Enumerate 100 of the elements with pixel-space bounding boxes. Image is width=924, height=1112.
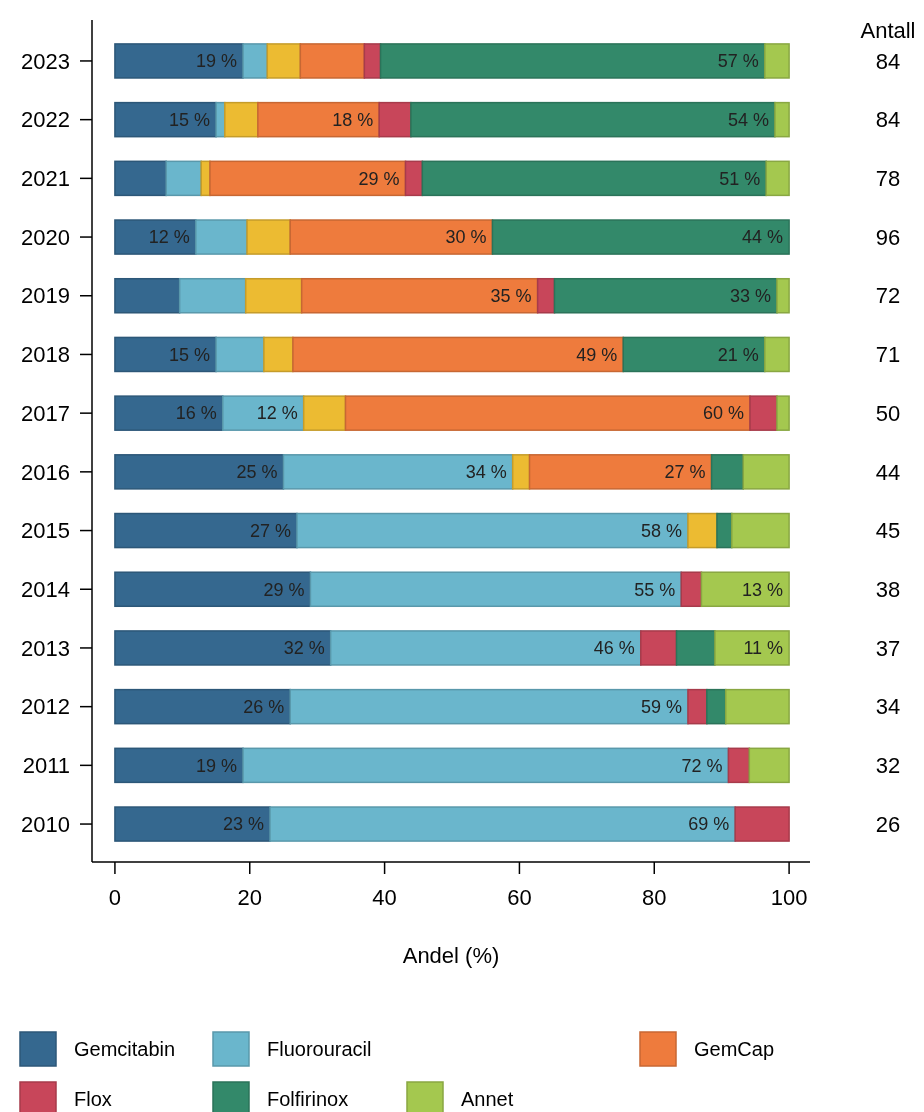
- legend-label: Flox: [74, 1088, 112, 1110]
- text: 32: [875, 753, 901, 779]
- text: 71: [875, 342, 901, 368]
- bar: [716, 512, 733, 549]
- text: 34: [875, 694, 901, 720]
- bar: [727, 747, 751, 784]
- y-tick-label: 2018: [21, 342, 70, 368]
- y-tick-label: 2011: [22, 753, 70, 779]
- bar: [114, 160, 167, 197]
- bar: [410, 101, 776, 138]
- bar: [404, 160, 424, 197]
- y-tick-label: 2015: [21, 518, 70, 544]
- bar: [764, 43, 790, 79]
- bar: [266, 43, 302, 79]
- bar: [114, 219, 197, 255]
- data-label: 12 %: [148, 227, 190, 248]
- bar: [776, 395, 790, 431]
- data-label: 33 %: [729, 286, 771, 307]
- text: 50: [875, 400, 901, 426]
- data-label: 11 %: [743, 638, 784, 659]
- bar: [242, 747, 730, 784]
- bar: [421, 160, 767, 197]
- bar: [282, 454, 514, 490]
- bar: [776, 277, 790, 314]
- x-tick-label: 20: [237, 884, 262, 910]
- text: Antall: [860, 17, 916, 43]
- bar: [749, 395, 778, 431]
- bar: [640, 630, 678, 666]
- bar: [379, 43, 766, 79]
- legend-label: Fluorouracil: [267, 1038, 372, 1060]
- bar: [114, 688, 291, 725]
- y-tick-label: 2022: [21, 107, 70, 133]
- x-tick-label: 0: [108, 884, 122, 910]
- text: 44: [875, 459, 901, 485]
- data-label: 26 %: [243, 696, 285, 717]
- bar: [710, 454, 745, 490]
- bar: [731, 512, 790, 549]
- data-label: 16 %: [175, 403, 217, 424]
- bar: [378, 101, 412, 138]
- bar: [742, 454, 790, 490]
- legend-label: Folfirinox: [267, 1088, 349, 1110]
- data-label: 25 %: [236, 462, 278, 483]
- bar: [302, 395, 347, 431]
- bar: [215, 336, 265, 373]
- y-tick-label: 2014: [21, 576, 70, 602]
- y-tick-label: 2019: [21, 283, 70, 309]
- y-tick-label: 2020: [21, 224, 70, 250]
- text: 84: [875, 48, 901, 74]
- data-label: 27 %: [249, 520, 291, 541]
- x-tick-label: 40: [372, 884, 397, 910]
- data-label: 69 %: [688, 814, 730, 835]
- data-label: 72 %: [681, 755, 723, 776]
- bar: [114, 277, 181, 314]
- data-label: 49 %: [576, 344, 618, 365]
- bar: [528, 454, 713, 490]
- bar: [706, 688, 727, 725]
- bar: [178, 277, 247, 314]
- bar: [165, 160, 202, 197]
- bar: [114, 101, 217, 138]
- bar: [687, 688, 708, 725]
- data-label: 54 %: [727, 109, 769, 130]
- x-tick-label: 100: [770, 884, 808, 910]
- data-label: 59 %: [640, 696, 682, 717]
- y-tick-label: 2012: [21, 694, 70, 720]
- bar: [622, 336, 766, 373]
- data-label: 46 %: [593, 638, 635, 659]
- bar: [292, 336, 624, 373]
- y-tick-label: 2013: [21, 635, 70, 661]
- bar: [714, 630, 790, 666]
- bar: [263, 336, 294, 373]
- bar: [222, 395, 305, 431]
- bar: [764, 336, 790, 373]
- legend-label: GemCap: [694, 1038, 775, 1060]
- bar: [363, 43, 382, 79]
- data-label: 55 %: [634, 579, 676, 600]
- bar: [269, 806, 736, 842]
- bar: [224, 101, 259, 138]
- bar: [309, 571, 682, 608]
- bar: [299, 43, 366, 79]
- data-label: 32 %: [283, 638, 325, 659]
- text: 26: [875, 811, 901, 837]
- text: 38: [875, 576, 901, 602]
- bar: [114, 806, 271, 842]
- bar: [329, 630, 642, 666]
- bar: [300, 277, 539, 314]
- bar: [289, 219, 494, 255]
- x-tick-label: 80: [642, 884, 667, 910]
- bar: [675, 630, 716, 666]
- bar: [114, 336, 217, 373]
- bar: [700, 571, 790, 608]
- bar: [724, 688, 790, 725]
- data-label: 23 %: [222, 814, 264, 835]
- text: 96: [875, 224, 901, 250]
- data-label: 29 %: [263, 579, 305, 600]
- bar: [114, 630, 332, 666]
- data-label: 29 %: [358, 168, 400, 189]
- bar: [209, 160, 407, 197]
- text: 78: [875, 166, 901, 192]
- bar: [680, 571, 703, 608]
- data-label: 12 %: [256, 403, 298, 424]
